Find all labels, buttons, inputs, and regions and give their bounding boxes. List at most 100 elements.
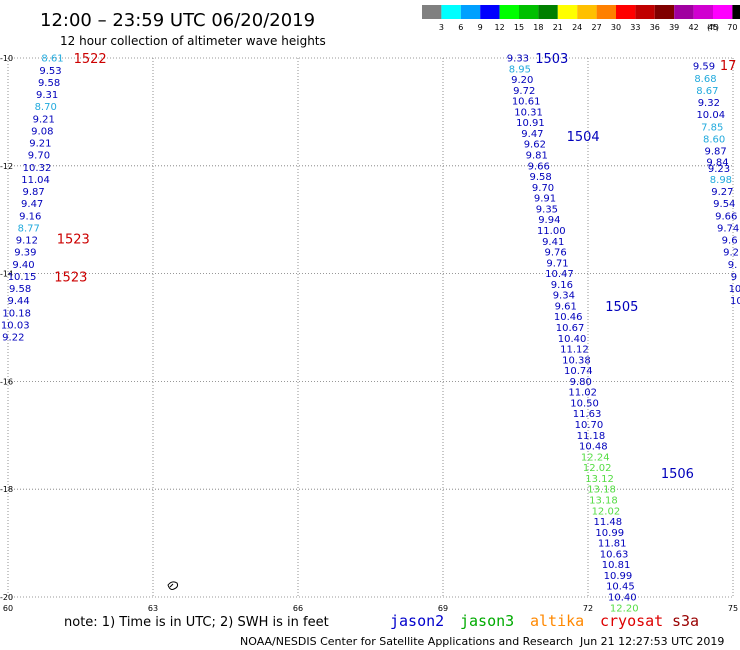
wave-height-value: 8.61 [41,54,63,65]
satellite-jason2: jason2 [390,612,444,630]
wave-height-value: 9.47 [21,199,43,210]
wave-height-value: 11.18 [577,431,606,442]
wave-height-value: 10.99 [604,571,633,582]
legend-label: 70 [727,23,737,32]
wave-height-value: 9.44 [8,296,30,307]
satellite-s3a: s3a [672,612,699,630]
wave-height-value: 9.70 [532,183,554,194]
wave-height-value: 9.61 [555,301,577,312]
wave-height-value: 9.87 [22,187,44,198]
legend-swatch [674,5,694,19]
track-tright: 9.598.688.679.3210.047.858.609.879.849.2… [693,62,740,307]
legend-label: 3 [439,23,444,32]
wave-height-value: 9.54 [713,199,735,210]
wave-height-value: 9.16 [19,211,41,222]
legend-swatch [616,5,636,19]
satellite-jason3: jason3 [460,612,514,630]
wave-height-value: 11.81 [598,539,627,550]
wave-height-value: 8.60 [703,134,725,145]
legend-swatch [441,5,461,19]
pass-number: 1523 [54,270,87,285]
track-t1522: 8.619.539.589.318.709.219.089.219.7010.3… [1,54,64,344]
wave-height-value: 10.81 [602,560,631,571]
wave-height-value: 9. [728,260,738,271]
map-title: 12:00 – 23:59 UTC 06/20/2019 [40,10,315,31]
wave-height-value: 9.58 [530,172,552,183]
legend-swatch [499,5,519,19]
map-subtitle: 12 hour collection of altimeter wave hei… [60,34,326,48]
wave-height-value: 9.71 [546,258,568,269]
wave-height-value: 10.67 [556,323,585,334]
wave-height-value: 9.22 [2,333,24,344]
track-t1503: 9.338.959.209.7210.6110.3110.919.479.629… [507,54,639,615]
legend-swatch [654,5,675,19]
lon-label: 72 [583,604,593,613]
lon-label: 63 [148,604,158,613]
wave-height-value: 9.39 [14,248,36,259]
pass-number: 1506 [661,467,694,482]
wave-height-value: 9.66 [528,161,550,172]
legend-swatch [693,5,713,19]
lat-label: -16 [0,377,13,386]
wave-height-value: 10.45 [606,582,635,593]
legend-swatch [480,5,500,19]
wave-height-value: 9.72 [513,86,535,97]
legend-label: 24 [572,23,582,32]
wave-height-value: 9.74 [717,223,739,234]
wave-height-value: 9.21 [29,139,51,150]
lon-label: 69 [438,604,448,613]
satellite-cryosat: cryosat [600,612,663,630]
legend-label: 9 [478,23,483,32]
footer-credit: NOAA/NESDIS Center for Satellite Applica… [240,635,573,648]
wave-height-value: 9.58 [38,78,60,89]
wave-height-value: 10.31 [514,107,543,118]
wave-height-value: 9.58 [9,284,31,295]
wave-height-value: 11.12 [560,345,589,356]
wave-height-value: 9.94 [538,215,560,226]
wave-height-legend: 3 6 9 12 15 18 21 24 27 30 33 36 39 42 45 70(ft) [422,5,740,32]
lat-label: -18 [0,485,13,494]
pass-number: 17 [720,59,737,74]
wave-height-value: 9.40 [12,260,34,271]
legend-label: 12 [495,23,505,32]
legend-swatch [538,5,558,19]
wave-height-value: 9.2 [723,248,739,259]
legend-swatch [713,5,733,19]
wave-height-value: 11.48 [593,517,622,528]
legend-label: 39 [669,23,679,32]
wave-height-value: 10.47 [545,269,574,280]
wave-height-value: 10 [729,284,740,295]
pass-number: 1505 [605,300,638,315]
wave-height-value: 10.04 [696,110,725,121]
legend-label: 27 [592,23,602,32]
legend-label: 15 [514,23,524,32]
wave-height-value: 12.02 [592,506,621,517]
wave-height-value: 9 [731,272,737,283]
wave-height-value: 9.87 [704,147,726,158]
wave-height-value: 9.21 [33,114,55,125]
latitude-labels: -10 -12 -14 -16 -18 -20 [0,54,13,602]
footer-timestamp: Jun 21 12:27:53 UTC 2019 [579,635,724,648]
wave-height-value: 10.50 [570,398,599,409]
legend-label: 21 [553,23,563,32]
wave-height-value: 9.16 [551,280,573,291]
legend-label: 33 [630,23,640,32]
wave-height-value: 9.08 [31,126,53,137]
lon-label: 60 [3,604,13,613]
wave-height-value: 9.53 [39,66,61,77]
pass-number-labels: 1522 1523 1523 1503 1504 1505 1506 17 [54,52,736,482]
legend-swatch [460,5,481,19]
wave-height-value: 13.12 [585,474,614,485]
wave-height-value: 9.66 [715,211,737,222]
wave-height-value: 10.03 [1,320,30,331]
satellite-legend: jason2 jason3 altika cryosat s3a [390,612,699,630]
wave-height-value: 8.77 [18,223,40,234]
legend-swatch [422,5,442,19]
wave-height-value: 13.18 [587,485,616,496]
wave-height-value: 8.98 [710,175,732,186]
wave-height-value: 10.70 [575,420,604,431]
legend-swatch [519,5,539,19]
wave-height-value: 10.40 [608,593,637,604]
wave-height-value: 12.02 [583,463,612,474]
wave-height-value: 9.33 [507,54,529,65]
